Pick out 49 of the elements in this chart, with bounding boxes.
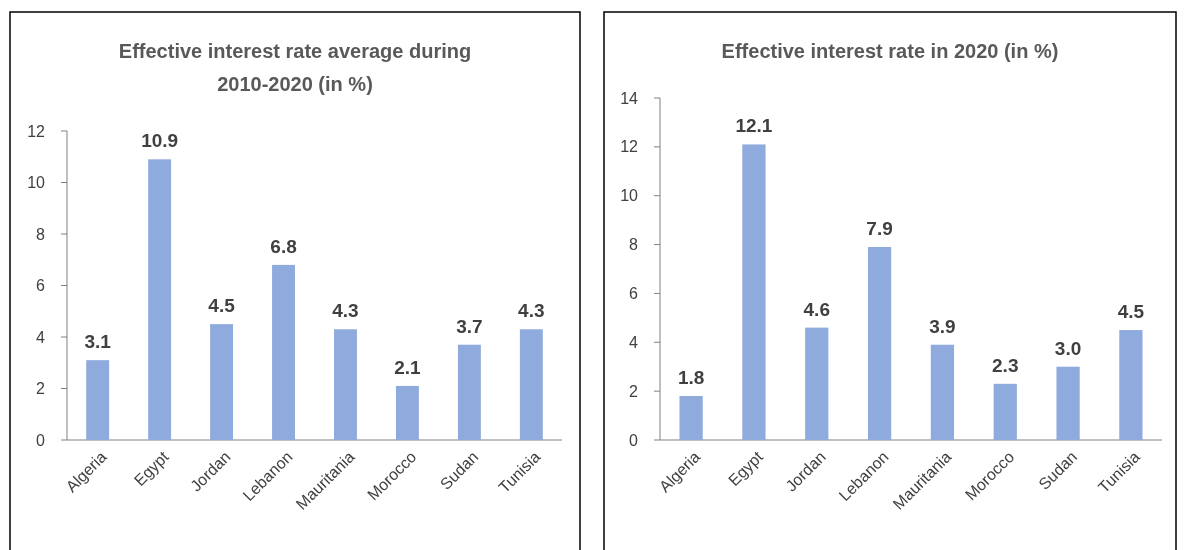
bar	[210, 324, 234, 440]
y-tick-label: 8	[629, 236, 639, 254]
bar	[334, 329, 357, 440]
y-tick-label: 10	[620, 187, 639, 205]
data-label: 4.6	[803, 298, 830, 320]
data-label: 3.7	[456, 315, 483, 337]
data-label: 3.0	[1054, 337, 1082, 359]
bar	[930, 344, 955, 440]
bar	[272, 264, 295, 440]
bar	[395, 385, 419, 440]
chart-title: Effective interest rate average during 2010-2020 (in %)	[118, 40, 472, 95]
bar	[993, 383, 1017, 440]
chart-title: Effective interest rate in 2020 (in %)	[721, 40, 1059, 62]
bar	[1119, 330, 1143, 440]
y-tick-label: 12	[620, 138, 639, 156]
data-label: 4.5	[1117, 301, 1145, 323]
bar	[86, 360, 110, 440]
y-tick-label: 10	[27, 174, 46, 192]
y-tick-label: 2	[36, 380, 46, 398]
y-tick-label: 12	[27, 122, 46, 140]
y-tick-label: 6	[36, 277, 46, 295]
y-tick-label: 8	[36, 225, 46, 243]
y-tick-label: 4	[36, 328, 46, 346]
data-label: 1.8	[677, 367, 705, 389]
y-tick-label: 14	[620, 89, 639, 107]
data-label: 2.1	[394, 356, 422, 378]
bar	[867, 247, 892, 440]
data-label: 10.9	[141, 130, 179, 152]
bar	[742, 144, 766, 440]
data-label: 4.5	[208, 295, 236, 317]
y-tick-label: 6	[629, 285, 639, 303]
bar	[519, 329, 543, 440]
y-tick-label: 2	[629, 382, 639, 400]
bar	[805, 327, 829, 440]
bar	[679, 396, 703, 440]
y-tick-label: 4	[629, 333, 639, 351]
bar	[1056, 366, 1080, 440]
data-label: 2.3	[992, 354, 1019, 376]
data-label: 12.1	[735, 115, 773, 137]
data-label: 3.9	[929, 315, 956, 337]
data-label: 3.1	[84, 331, 112, 353]
data-label: 7.9	[866, 218, 893, 240]
data-label: 6.8	[270, 235, 297, 257]
bar	[148, 159, 172, 440]
bar	[457, 344, 481, 440]
y-tick-label: 0	[36, 431, 46, 449]
data-label: 4.3	[332, 300, 359, 322]
data-label: 4.3	[518, 300, 545, 322]
y-tick-label: 0	[629, 431, 639, 449]
